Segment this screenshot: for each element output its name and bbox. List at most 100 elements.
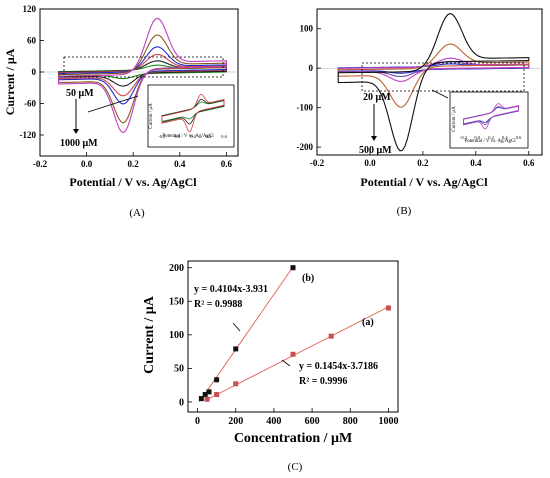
panel-b-x-tick-label: -0.2: [310, 158, 325, 168]
panel-b-label-high: 500 μM: [359, 145, 392, 156]
panel-a-inset-curve-1: [161, 98, 225, 125]
panel-c-caption: (C): [288, 461, 303, 473]
panel-b-y-tick-label: 0: [309, 63, 314, 73]
series-b-point: [214, 377, 220, 383]
panel-a-arrow-head: [73, 129, 79, 134]
series-a-r2: R² = 0.9996: [299, 376, 347, 387]
panel-b-x-tick-label: 0.2: [417, 158, 429, 168]
series-b-point: [202, 392, 208, 398]
series-a-pointer: [281, 359, 291, 367]
panel-a-y-tick-label: 60: [27, 36, 37, 46]
panel-a-inset-x-tick-label: 0.2: [190, 134, 196, 139]
panel-b-y-tick-label: -200: [297, 142, 314, 152]
panel-b-inset-ylabel: Current / μA: [452, 106, 457, 132]
panel-b-x-tick-label: 0.4: [470, 158, 482, 168]
panel-a-inset-curve-2: [161, 93, 225, 133]
panel-b-arrow-head: [371, 136, 377, 141]
panel-a-label-low: 50 μM: [66, 88, 94, 99]
panel-c-y-tick-label: 150: [169, 297, 184, 308]
panel-b-label-low: 20 μM: [363, 92, 391, 103]
panel-c-data: [198, 265, 391, 403]
panel-b-cv-curve-2: [337, 57, 530, 82]
panel-c-frame: [187, 260, 399, 413]
series-b-point: [233, 346, 239, 352]
panel-a-ylabel: Current / μA: [3, 48, 17, 115]
panel-c: 0 200 400 600 800 1000 0 50 100 150 200 y = 0.4104…: [142, 260, 399, 473]
panel-b-inset-x-tick-label: 0.0: [474, 135, 480, 140]
series-a-point: [385, 305, 391, 311]
panel-b-inset-x-tick-label: 0.2: [488, 135, 494, 140]
panel-a-x-tick-label: 0.2: [128, 159, 140, 169]
panel-a-y-tick-label: -120: [20, 130, 37, 140]
panel-a-y-tick-label: -60: [24, 99, 36, 109]
panel-a-cv-curve-2: [58, 53, 227, 97]
panel-a-frame: [39, 8, 239, 157]
panel-a-label-high: 1000 μM: [60, 138, 98, 149]
panel-b-curves: [317, 13, 542, 152]
panel-a: -0.2 0.0 0.2 0.4 0.6 120 60 0 -60 -120 -0.2 0.0 0.2…: [3, 4, 239, 219]
panel-c-x-tick-label: 400: [266, 416, 281, 427]
panel-b-inset-curve-2: [463, 103, 519, 130]
panel-b-inset-x-tick-label: -0.2: [460, 135, 467, 140]
panel-a-ticks: -0.2 0.0 0.2 0.4 0.6 120 60 0 -60 -120: [20, 4, 233, 169]
panel-b-inset-pointer: [431, 89, 449, 99]
panel-a-y-tick-label: 120: [23, 4, 37, 14]
series-b-equation: y = 0.4104x-3.931: [194, 284, 268, 295]
panel-a-y-tick-label: 0: [32, 67, 37, 77]
panel-b-cv-curve-3: [337, 43, 530, 108]
panel-a-cv-curve-3: [58, 46, 227, 105]
series-a-name: (a): [362, 317, 374, 328]
panel-a-inset-pointer: [87, 95, 139, 113]
panel-a-inset-x-tick-label: 0.4: [206, 134, 212, 139]
panel-b-xlabel: Potential / V vs. Ag/AgCl: [360, 175, 488, 189]
panel-c-x-tick-label: 0: [195, 416, 200, 427]
panel-a-x-tick-label: 0.6: [221, 159, 233, 169]
panel-c-x-tick-label: 200: [228, 416, 243, 427]
panel-b: -0.2 0.0 0.2 0.4 0.6 100 0 -100 -200 -0.2 0.0 0.2 0…: [297, 8, 543, 217]
panel-b-cv-curve-4: [337, 13, 530, 152]
panel-a-cv-curve-4: [58, 34, 227, 124]
panel-a-caption: (A): [129, 207, 145, 219]
panel-c-y-tick-label: 0: [179, 397, 184, 408]
series-a-point: [233, 381, 239, 387]
panel-c-y-tick-label: 50: [174, 364, 184, 375]
panel-b-inset-x-tick-label: 0.6: [516, 135, 522, 140]
series-a-point: [328, 333, 334, 339]
panel-a-x-tick-label: -0.2: [33, 159, 48, 169]
panel-c-x-tick-label: 1000: [378, 416, 398, 427]
panel-a-inset-x-tick-label: 0.0: [175, 134, 181, 139]
panel-a-x-tick-label: 0.0: [81, 159, 93, 169]
panel-c-x-tick-label: 800: [343, 416, 358, 427]
series-b-point: [206, 389, 212, 395]
panel-b-inset-x-tick-label: 0.4: [502, 135, 508, 140]
panel-b-inset-curves: -0.2 0.0 0.2 0.4 0.6: [460, 103, 522, 140]
panel-a-inset-curves: -0.2 0.0 0.2 0.4 0.6: [158, 93, 228, 139]
panel-b-dashed-box: [361, 62, 525, 92]
panel-b-y-tick-label: -100: [297, 103, 314, 113]
panel-a-inset-ylabel: Current / μA: [149, 103, 154, 129]
panel-c-x-tick-label: 600: [305, 416, 320, 427]
series-a-point: [204, 396, 210, 402]
series-a-point: [214, 392, 220, 398]
series-b-pointer: [232, 322, 241, 332]
panel-b-y-tick-label: 100: [300, 24, 314, 34]
panel-b-inset-xlabel: Potential / V vs. Ag/AgCl: [464, 139, 516, 144]
panel-c-y-tick-label: 100: [169, 330, 184, 341]
panel-b-ticks: -0.2 0.0 0.2 0.4 0.6 100 0 -100 -200: [297, 24, 535, 168]
panel-a-cv-curve-1: [58, 60, 227, 87]
panel-a-x-tick-label: 0.4: [174, 159, 186, 169]
series-a-equation: y = 0.1454x-3.7186: [299, 361, 378, 372]
panel-b-x-tick-label: 0.0: [364, 158, 376, 168]
panel-c-y-tick-label: 200: [169, 263, 184, 274]
series-a-point: [290, 351, 296, 357]
panel-c-xlabel: Concentration / μM: [234, 431, 352, 446]
panel-a-dashed-box: [63, 56, 224, 78]
panel-a-inset-xlabel: Potential / V vs. Ag/AgCl: [162, 134, 214, 139]
series-b-point: [198, 396, 204, 402]
series-b-r2: R² = 0.9988: [194, 299, 242, 310]
panel-c-ylabel: Current / μA: [142, 295, 157, 374]
series-b-name: (b): [302, 273, 314, 284]
panel-a-cv-curve-5: [58, 17, 227, 134]
panel-b-caption: (B): [397, 205, 412, 217]
